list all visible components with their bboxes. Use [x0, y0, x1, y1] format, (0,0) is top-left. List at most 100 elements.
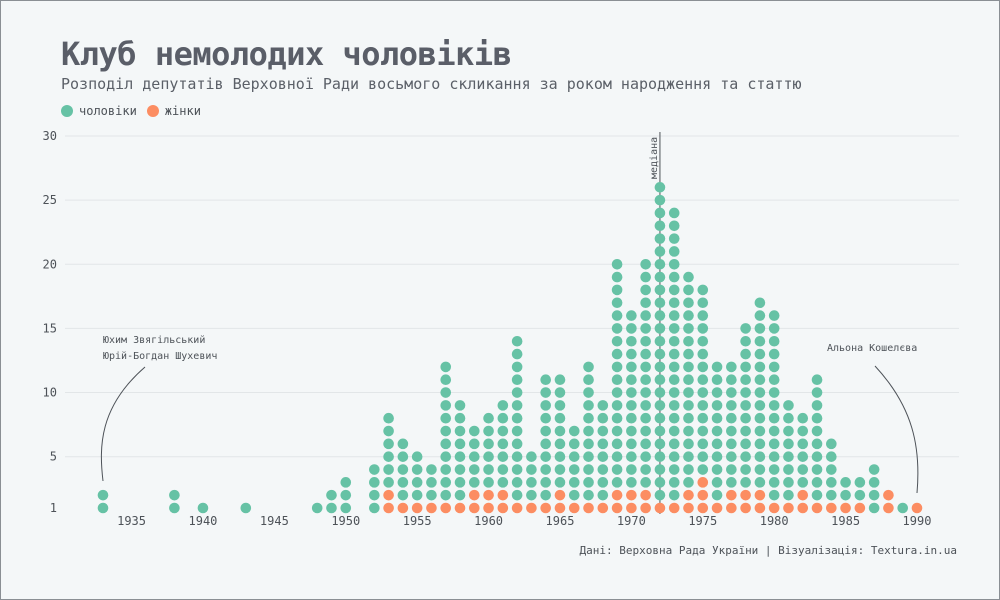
dot-men	[568, 477, 580, 488]
dot-men	[697, 412, 709, 424]
dot-women	[526, 502, 537, 514]
dot-men	[668, 323, 680, 334]
dot-men	[754, 438, 766, 450]
dot-men	[683, 284, 694, 296]
dot-men	[754, 464, 766, 475]
dot-men	[726, 387, 737, 398]
dot-men	[754, 310, 766, 321]
dot-layer	[97, 182, 923, 514]
dot-men	[526, 489, 537, 501]
dot-men	[340, 477, 352, 488]
dot-men	[640, 284, 651, 296]
dot-men	[626, 412, 637, 424]
dot-men	[654, 297, 666, 309]
dot-men	[554, 438, 566, 450]
dot-men	[683, 271, 694, 283]
dot-men	[797, 412, 809, 424]
dot-men	[454, 489, 466, 501]
dot-men	[683, 361, 694, 373]
dot-men	[740, 412, 751, 424]
dot-women	[397, 502, 409, 514]
dot-men	[768, 361, 780, 373]
dot-men	[726, 361, 737, 373]
dot-men	[668, 348, 680, 360]
dot-men	[497, 438, 509, 450]
annotation-left-name-1: Юхим Звягільський	[103, 334, 205, 346]
dot-men	[583, 425, 594, 437]
dot-men	[668, 233, 680, 244]
dot-men	[654, 477, 666, 488]
dot-men	[683, 477, 694, 488]
dot-women	[768, 502, 780, 514]
dot-men	[668, 387, 680, 398]
dot-men	[568, 464, 580, 475]
dot-men	[497, 451, 509, 462]
dot-men	[440, 464, 452, 475]
annotations: Юхим Звягільський Юрій-Богдан Шухевич Ал…	[100, 334, 919, 494]
dot-men	[811, 374, 823, 386]
dot-men	[654, 220, 666, 232]
dot-men	[511, 335, 523, 347]
dot-men	[697, 348, 709, 360]
dot-men	[783, 425, 794, 437]
dot-women	[583, 502, 594, 514]
dot-men	[740, 477, 751, 488]
dot-men	[826, 451, 837, 462]
dot-men	[383, 464, 394, 475]
dot-men	[497, 477, 509, 488]
dot-men	[583, 374, 594, 386]
dot-men	[554, 387, 566, 398]
dot-men	[683, 464, 694, 475]
dot-men	[797, 464, 809, 475]
y-tick-label: 30	[43, 129, 57, 143]
dot-men	[797, 425, 809, 437]
dot-men	[726, 374, 737, 386]
dot-men	[697, 425, 709, 437]
dot-men	[668, 400, 680, 411]
dot-men	[640, 297, 651, 309]
dot-men	[754, 477, 766, 488]
dot-men	[754, 425, 766, 437]
dot-men	[668, 335, 680, 347]
dot-men	[768, 489, 780, 501]
dot-men	[468, 451, 480, 462]
dot-men	[626, 387, 637, 398]
dot-men	[597, 451, 609, 462]
dot-men	[811, 489, 823, 501]
dot-men	[654, 400, 666, 411]
annotation-right-name: Альона Кошелєва	[827, 343, 917, 354]
dot-men	[668, 258, 680, 270]
dot-men	[654, 182, 666, 193]
dot-men	[611, 412, 623, 424]
dot-men	[397, 438, 409, 450]
dot-men	[683, 374, 694, 386]
dot-men	[654, 451, 666, 462]
dot-men	[726, 464, 737, 475]
dot-men	[654, 284, 666, 296]
dot-men	[668, 464, 680, 475]
dot-men	[483, 451, 494, 462]
dot-men	[511, 489, 523, 501]
dot-men	[440, 438, 452, 450]
dot-women	[468, 502, 480, 514]
dot-men	[97, 489, 109, 501]
dot-women	[626, 489, 637, 501]
dot-men	[754, 335, 766, 347]
dot-women	[697, 477, 709, 488]
dot-men	[511, 464, 523, 475]
dot-men	[483, 425, 494, 437]
legend: чоловіки жінки	[61, 104, 211, 118]
dot-men	[454, 464, 466, 475]
dot-women	[540, 502, 552, 514]
dot-men	[683, 438, 694, 450]
dot-men	[811, 425, 823, 437]
x-tick-label: 1960	[474, 514, 503, 528]
dot-men	[611, 425, 623, 437]
dot-men	[468, 464, 480, 475]
dot-men	[454, 451, 466, 462]
dot-men	[440, 451, 452, 462]
dot-men	[626, 310, 637, 321]
dot-men	[711, 361, 723, 373]
dot-men	[540, 477, 552, 488]
